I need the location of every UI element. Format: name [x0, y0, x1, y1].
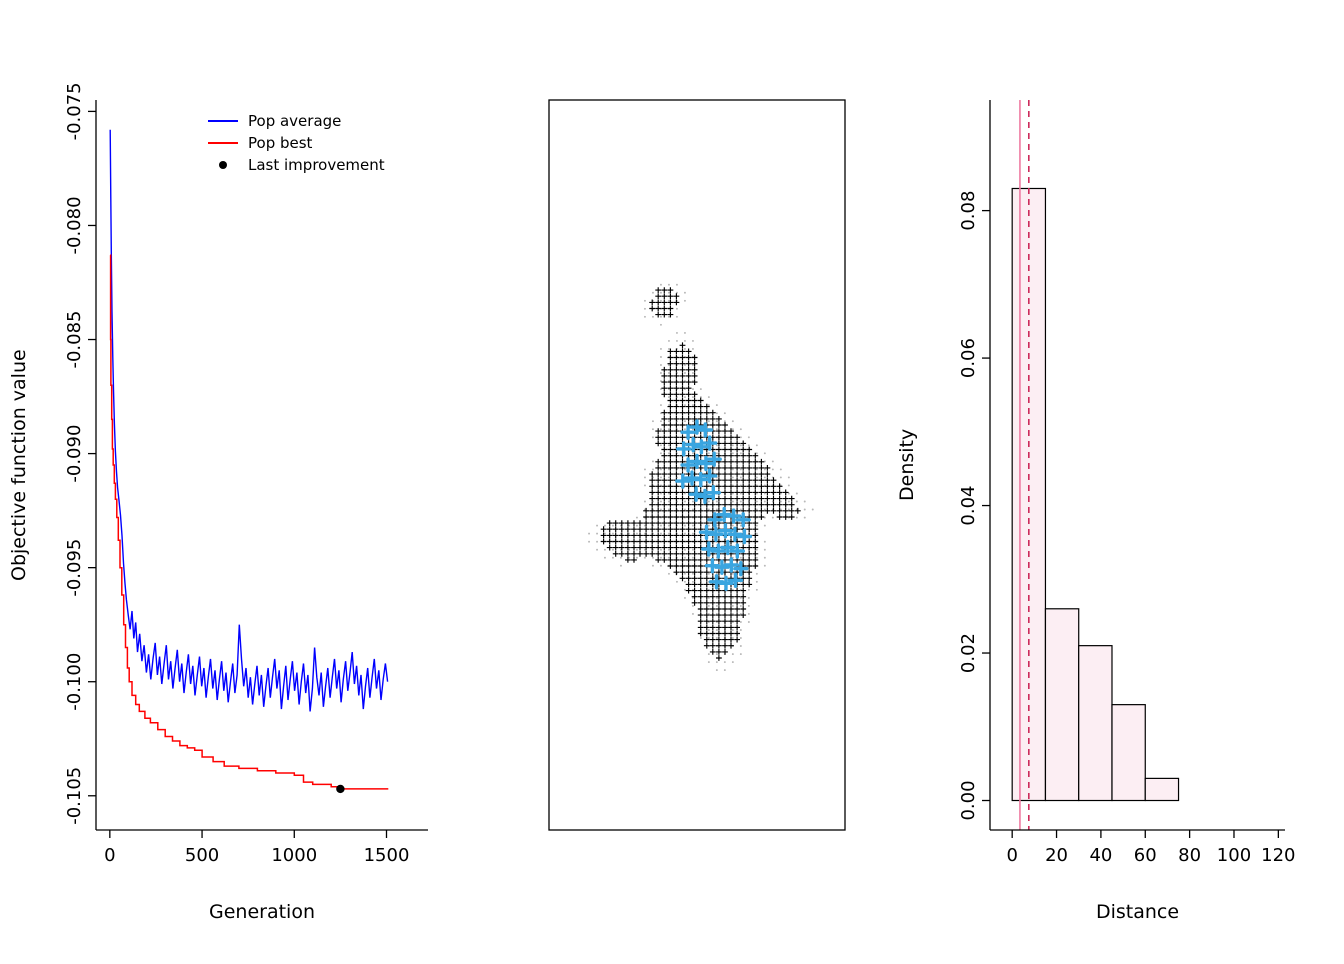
- series-pop-average: [109, 129, 389, 712]
- y-tick-label: 0.08: [958, 191, 979, 231]
- x-tick-label: 40: [1089, 845, 1112, 866]
- legend-label: Pop average: [248, 112, 342, 130]
- y-tick-label: -0.095: [64, 539, 85, 597]
- y-tick-label: -0.100: [64, 653, 85, 711]
- x-axis-label-generation: Generation: [209, 901, 315, 923]
- y-axis-label-density: Density: [896, 428, 918, 502]
- legend-line-swatch: [208, 141, 238, 145]
- legend-point-swatch: [208, 161, 238, 169]
- histogram-bar: [1044, 608, 1080, 802]
- histogram-bar: [1144, 777, 1180, 802]
- x-tick-label: 100: [1217, 845, 1251, 866]
- x-tick-label: 120: [1261, 845, 1295, 866]
- y-tick-label: -0.105: [64, 767, 85, 825]
- x-tick-label: 1000: [271, 845, 317, 866]
- y-tick-label: 0.04: [958, 486, 979, 526]
- legend-label: Pop best: [248, 134, 313, 152]
- y-tick-label: -0.090: [64, 425, 85, 483]
- legend-label: Last improvement: [248, 156, 385, 174]
- legend-item: Last improvement: [208, 156, 385, 174]
- x-tick-label: 1500: [364, 845, 410, 866]
- series-pop-best: [109, 254, 389, 790]
- x-tick-label: 500: [185, 845, 219, 866]
- x-tick-label: 80: [1178, 845, 1201, 866]
- map-border: [548, 99, 846, 831]
- y-tick-label: 0.00: [958, 780, 979, 820]
- histogram-bar: [1111, 704, 1146, 802]
- y-tick-label: 0.06: [958, 338, 979, 378]
- x-tick-label: 0: [1006, 845, 1017, 866]
- y-tick-label: 0.02: [958, 633, 979, 673]
- legend-line-swatch: [208, 119, 238, 123]
- legend: Pop average Pop best Last improvement: [208, 112, 385, 174]
- y-axis-label-objective: Objective function value: [8, 349, 30, 581]
- x-tick-label: 0: [104, 845, 115, 866]
- last-improvement-point: [336, 784, 345, 794]
- x-axis-label-distance: Distance: [1095, 901, 1180, 923]
- y-tick-label: -0.085: [64, 311, 85, 369]
- legend-item: Pop average: [208, 112, 385, 130]
- highlighted-blue-plus-marks: [675, 419, 753, 591]
- x-tick-label: 60: [1134, 845, 1157, 866]
- histogram-bar: [1078, 645, 1113, 802]
- y-tick-label: -0.080: [64, 196, 85, 254]
- y-tick-label: -0.075: [64, 82, 85, 140]
- x-tick-label: 20: [1045, 845, 1068, 866]
- legend-item: Pop best: [208, 134, 385, 152]
